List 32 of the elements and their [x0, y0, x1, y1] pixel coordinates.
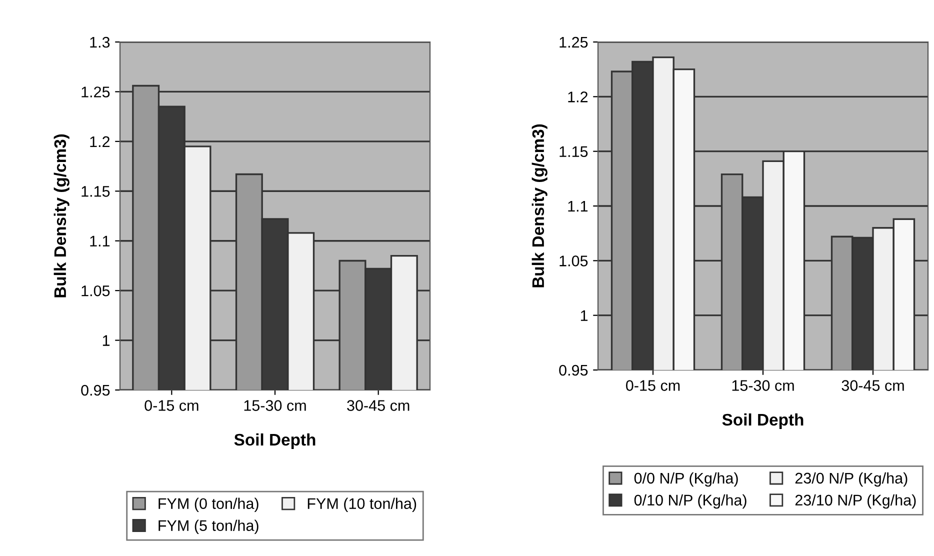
- y-tick-label: 1: [580, 310, 588, 321]
- y-tick-label: 1.1: [568, 201, 588, 212]
- legend-label: FYM (0 ton/ha): [158, 498, 258, 512]
- y-tick-label: 1.15: [560, 146, 588, 158]
- x-tick-label: 0-15 cm: [626, 380, 680, 391]
- y-tick-label: 1.25: [560, 36, 588, 48]
- y-axis-title: Bulk Density (g/cm3): [532, 124, 548, 288]
- x-tick-label: 15-30 cm: [244, 400, 306, 411]
- legend-label: 23/10 N/P (Kg/ha): [795, 494, 916, 509]
- legend-label: FYM (10 ton/ha): [308, 498, 416, 512]
- y-tick-label: 1.2: [568, 92, 588, 102]
- y-tick-label: 1: [102, 335, 110, 346]
- y-tick-label: 1.05: [560, 256, 588, 266]
- y-tick-label: 1.3: [90, 36, 110, 48]
- legend-label: 0/0 N/P (Kg/ha): [634, 472, 738, 487]
- y-tick-label: 1.1: [90, 236, 110, 246]
- x-tick-label: 30-45 cm: [347, 400, 410, 411]
- x-axis-title: Soil Depth: [234, 433, 316, 449]
- x-tick-label: 15-30 cm: [732, 380, 794, 391]
- y-tick-label: 1.15: [82, 186, 110, 197]
- y-tick-label: 1.05: [82, 285, 110, 296]
- x-tick-label: 0-15 cm: [144, 400, 198, 411]
- y-tick-label: 1.25: [82, 86, 110, 98]
- x-tick-label: 30-45 cm: [842, 380, 904, 391]
- y-tick-label: 1.2: [90, 136, 110, 147]
- legend-label: 0/10 N/P (Kg/ha): [634, 494, 746, 509]
- legend-label: FYM (5 ton/ha): [158, 520, 258, 534]
- legend-label: 23/0 N/P (Kg/ha): [795, 472, 908, 487]
- y-axis-title: Bulk Density (g/cm3): [54, 134, 70, 298]
- x-axis-title: Soil Depth: [722, 413, 804, 429]
- y-tick-label: 0.95: [559, 364, 588, 376]
- y-tick-label: 0.95: [81, 384, 110, 396]
